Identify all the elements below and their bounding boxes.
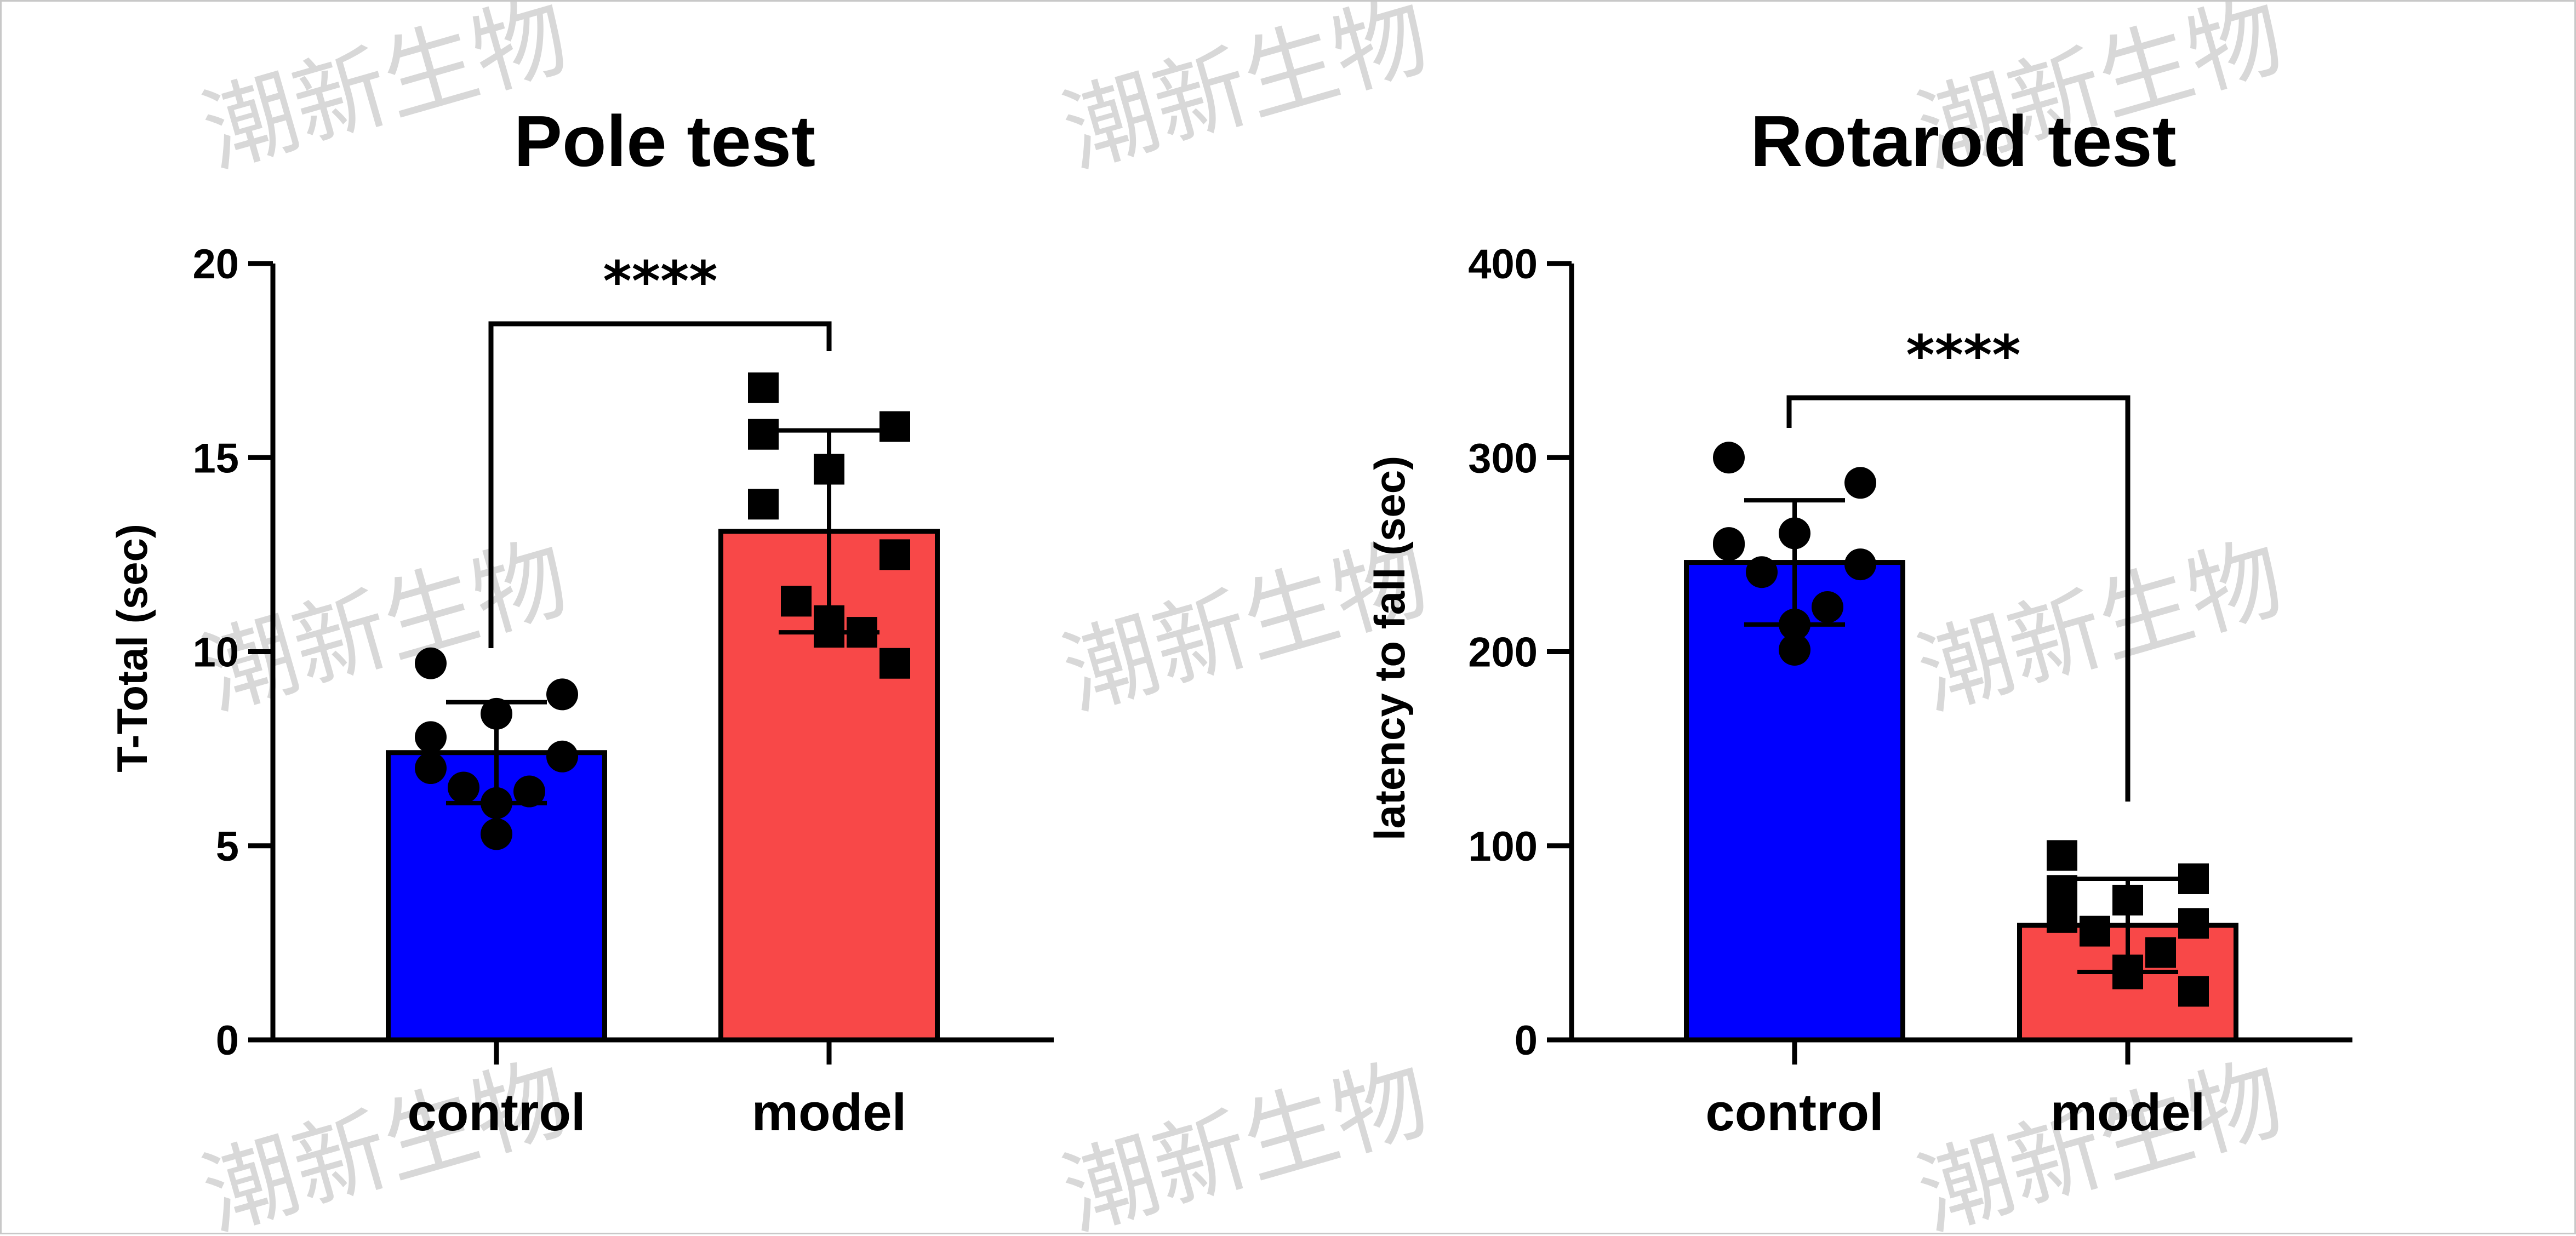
category-label-model: model (752, 1083, 907, 1142)
y-tick-label: 300 (1468, 435, 1538, 482)
y-tick-label: 100 (1468, 823, 1538, 870)
y-axis-label: latency to fall (sec) (1366, 456, 1414, 840)
significance-label: **** (1906, 323, 2020, 387)
y-tick-label: 0 (216, 1017, 239, 1064)
data-point (1844, 467, 1876, 499)
significance-bracket (1786, 395, 2131, 802)
data-point (1713, 529, 1745, 561)
significance-bracket (488, 321, 832, 648)
chart-title: Pole test (514, 101, 815, 181)
data-point (1779, 633, 1810, 666)
y-axis-label: T-Total (sec) (108, 524, 156, 772)
data-point (415, 721, 447, 753)
data-point (2047, 875, 2077, 906)
category-label-control: control (407, 1083, 585, 1142)
data-point (2047, 840, 2077, 871)
panel-pole-test: Pole test T-Total (sec) control model **… (108, 101, 1054, 1142)
y-tick-label: 0 (1515, 1017, 1538, 1064)
watermark-text: 潮新生物 (1052, 2, 1440, 187)
category-label-model: model (2050, 1083, 2206, 1142)
data-point (2047, 902, 2077, 933)
data-point (2178, 908, 2209, 939)
data-point (481, 818, 512, 850)
data-point (748, 489, 779, 520)
data-point (1812, 591, 1843, 623)
data-point (546, 740, 578, 772)
data-point (415, 752, 447, 785)
y-tick-label: 400 (1468, 241, 1538, 288)
data-point (1844, 548, 1876, 581)
watermark-text: 潮新生物 (192, 523, 580, 730)
y-tick-label: 10 (192, 630, 239, 676)
data-point (2145, 937, 2176, 968)
data-point (879, 648, 910, 679)
data-point (2178, 863, 2209, 894)
data-point (415, 647, 447, 679)
y-tick-label: 20 (192, 241, 239, 288)
data-point (748, 419, 779, 450)
watermark-text: 潮新生物 (1052, 1044, 1440, 1236)
data-point (1713, 442, 1745, 474)
y-tick-label: 200 (1468, 630, 1538, 676)
panel-rotarod-test: Rotarod test latency to fall (sec) contr… (1366, 101, 2352, 1142)
data-point (546, 678, 578, 711)
data-point (879, 411, 910, 442)
category-label-control: control (1705, 1083, 1883, 1142)
chart-title: Rotarod test (1750, 101, 2176, 181)
data-point (448, 771, 479, 804)
y-tick-label: 15 (192, 435, 239, 482)
data-point (748, 372, 779, 403)
significance-label: **** (603, 249, 717, 313)
watermark-text: 潮新生物 (1907, 523, 2295, 730)
y-tick-label: 5 (216, 823, 239, 870)
data-point (2080, 915, 2110, 947)
data-point (1746, 556, 1778, 588)
data-point (781, 586, 812, 617)
data-point (513, 775, 545, 808)
data-point (879, 539, 910, 570)
data-point (2178, 976, 2209, 1007)
